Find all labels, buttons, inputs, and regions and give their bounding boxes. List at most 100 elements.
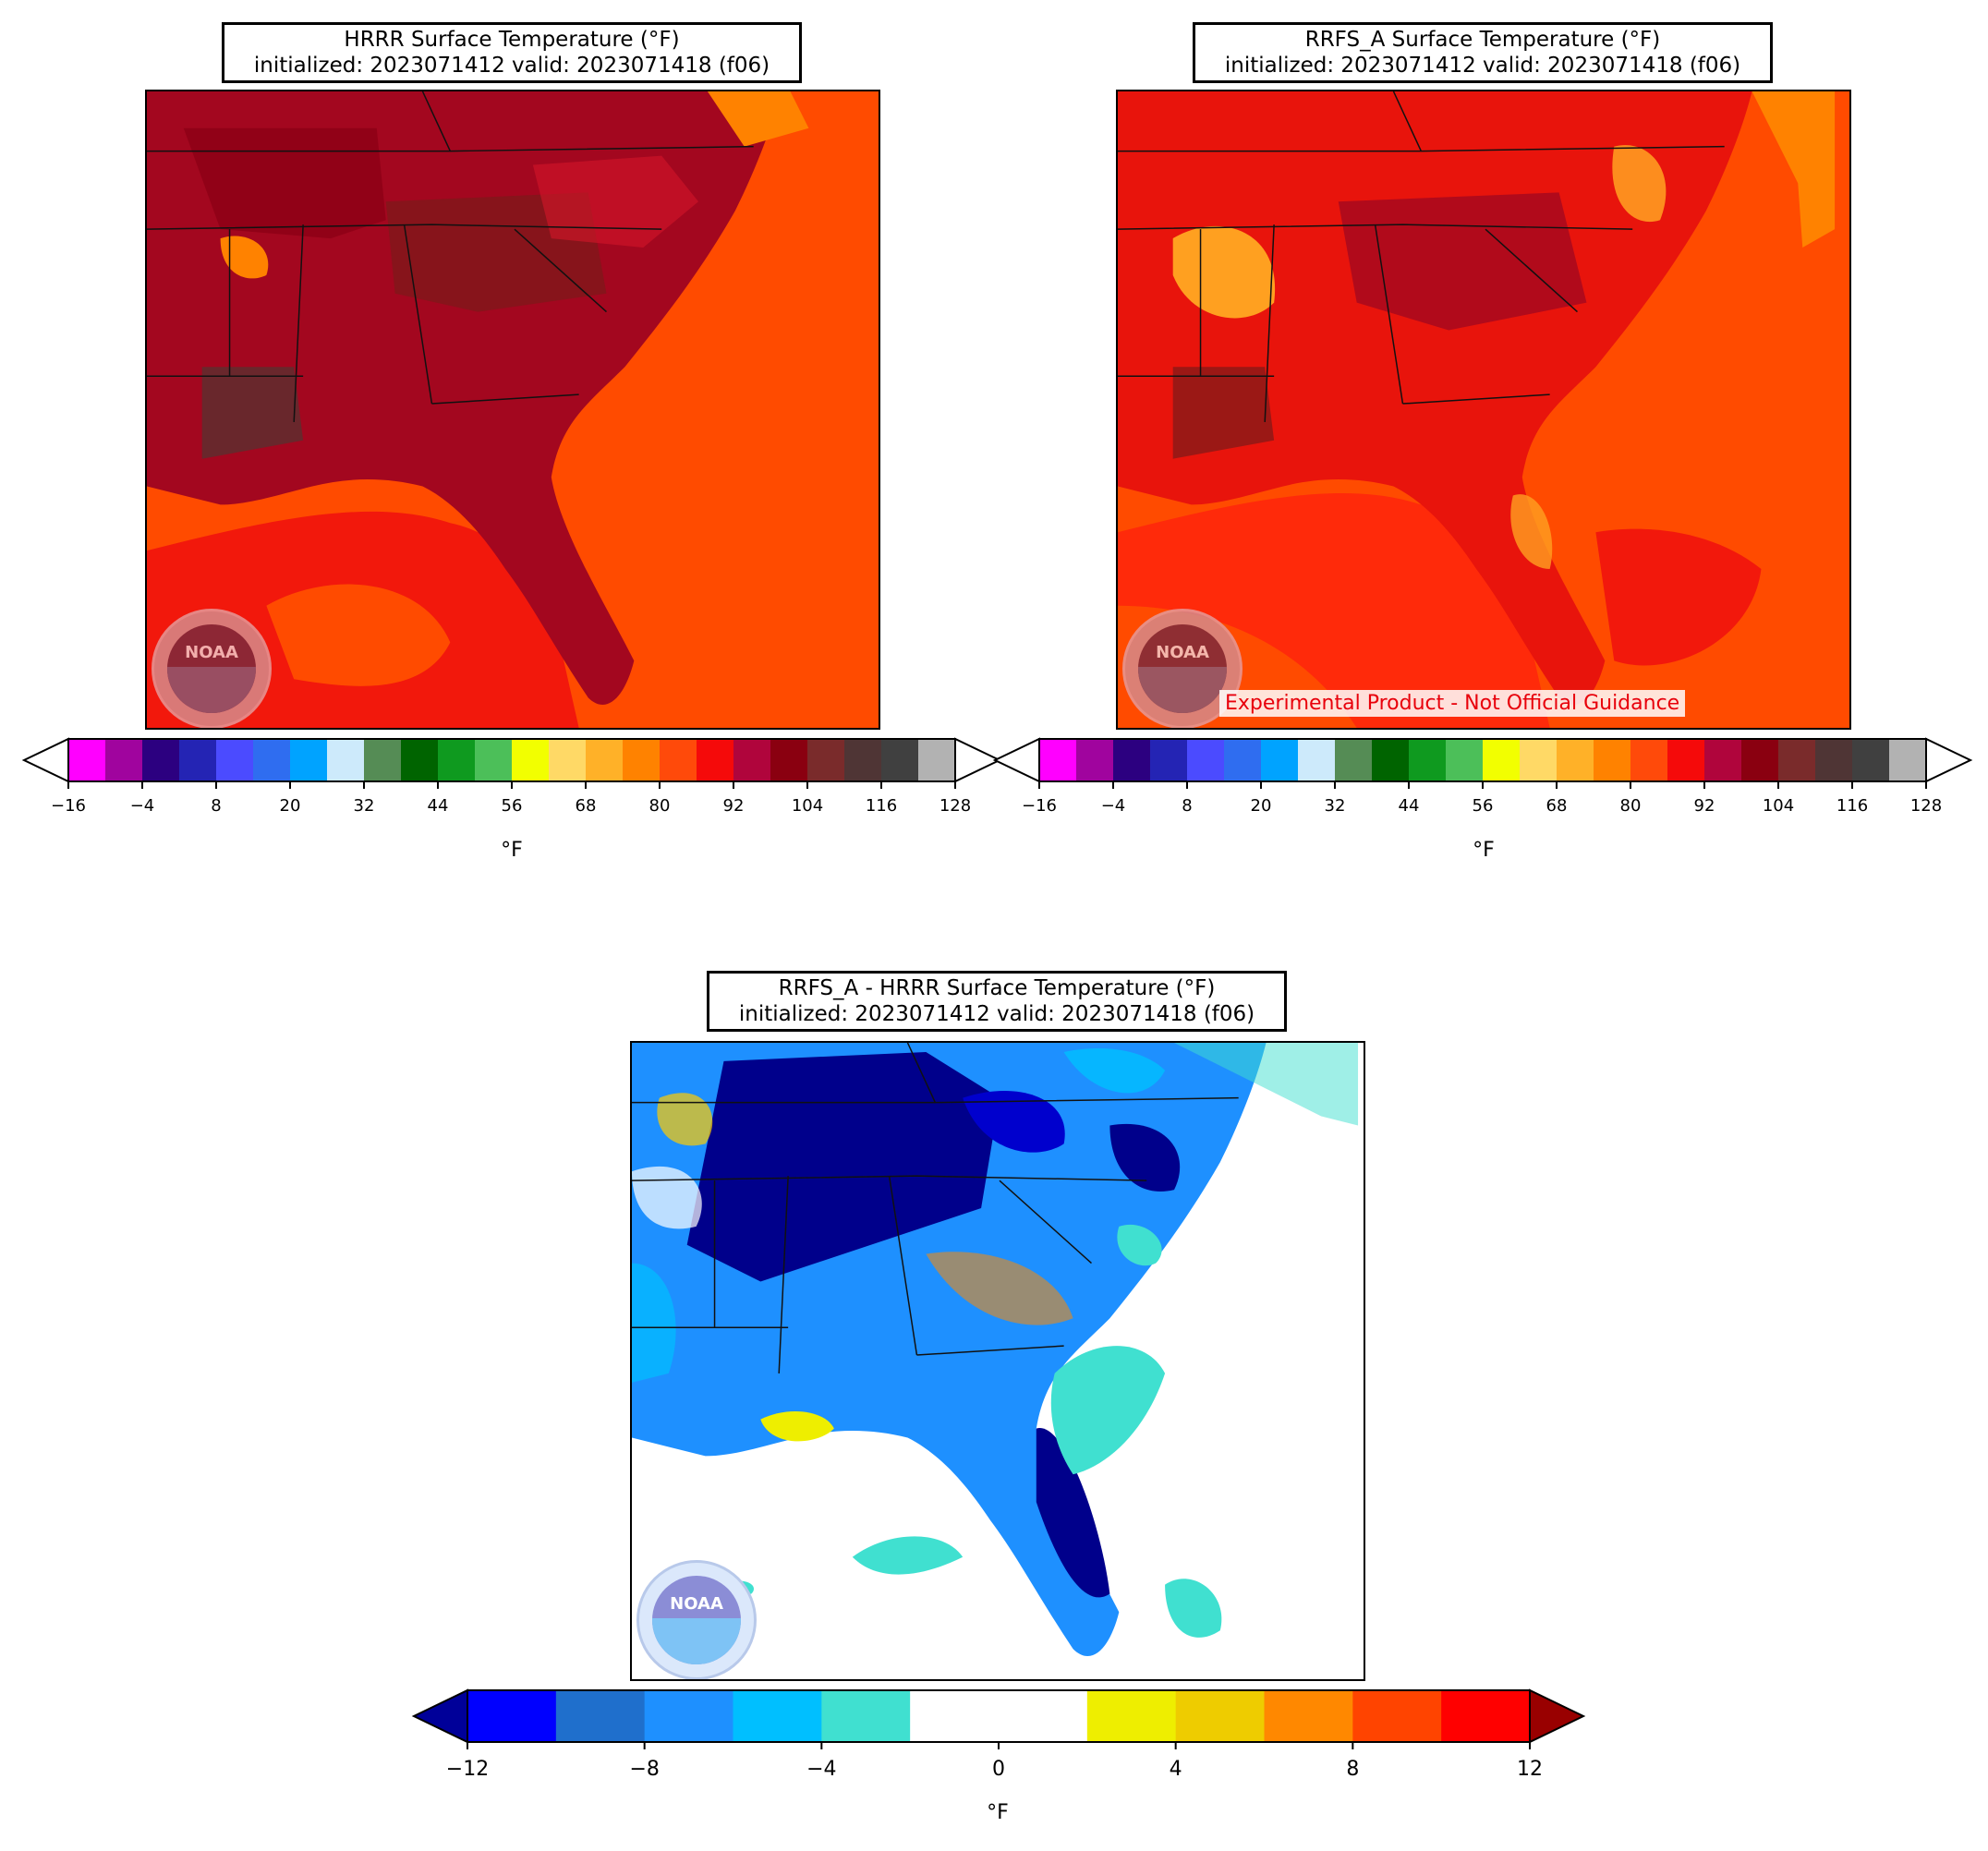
rrfs-colorbar-tick-label: 104: [1763, 796, 1794, 816]
rrfs-colorbar-swatch: [1594, 739, 1631, 781]
hrrr-colorbar-tick-label: 56: [502, 796, 523, 816]
rrfs-colorbar-swatch: [1446, 739, 1484, 781]
rrfs-colorbar-tick-label: 68: [1546, 796, 1568, 816]
rrfs-colorbar-swatch: [1741, 739, 1779, 781]
diff-colorbar-tick-label: 0: [992, 1758, 1005, 1781]
diff-colorbar-swatch: [467, 1690, 557, 1742]
rrfs-land: [1118, 91, 1752, 705]
hrrr-colorbar-swatch: [844, 739, 882, 781]
rrfs-colorbar-swatch: [1409, 739, 1447, 781]
hrrr-colorbar-tick-label: 8: [211, 796, 221, 816]
hrrr-colorbar-swatch: [807, 739, 845, 781]
hrrr-colorbar-swatch: [697, 739, 734, 781]
rrfs-colorbar-unit: °F: [1473, 839, 1495, 862]
diff-colorbar-swatch: [1441, 1690, 1531, 1742]
rrfs-colorbar-swatch: [1630, 739, 1668, 781]
rrfs-colorbar-swatch: [1483, 739, 1521, 781]
diff-colorbar-over-triangle: [1529, 1688, 1586, 1744]
hrrr-colorbar-swatch: [586, 739, 624, 781]
noaa-logo-text: NOAA: [1156, 643, 1209, 662]
rrfs-colorbar-tick-label: 128: [1910, 796, 1942, 816]
hrrr-title-line2: initialized: 2023071412 valid: 202307141…: [253, 54, 770, 78]
noaa-logo-text: NOAA: [185, 643, 238, 662]
hrrr-colorbar-swatch: [475, 739, 513, 781]
hrrr-colorbar-swatch: [438, 739, 476, 781]
diff-colorbar-swatch: [1352, 1690, 1442, 1742]
rrfs-colorbar-swatch: [1335, 739, 1373, 781]
diff-colorbar-unit: °F: [987, 1801, 1009, 1824]
hrrr-colorbar-unit: °F: [501, 839, 523, 862]
hrrr-colorbar-tick-label: −16: [51, 796, 86, 816]
hrrr-colorbar-swatch: [142, 739, 180, 781]
rrfs-colorbar-tick-label: 116: [1836, 796, 1868, 816]
rrfs-colorbar-tick-label: 92: [1694, 796, 1715, 816]
rrfs-colorbar-tick-label: 20: [1251, 796, 1272, 816]
hrrr-map: NOAA: [145, 90, 880, 730]
hrrr-colorbar-swatch: [327, 739, 365, 781]
hrrr-colorbar-swatch: [68, 739, 106, 781]
hrrr-colorbar-swatch: [733, 739, 771, 781]
diff-colorbar-tick-label: 8: [1346, 1758, 1359, 1781]
hrrr-title: HRRR Surface Temperature (°F) initialize…: [222, 22, 802, 83]
rrfs-colorbar-swatch: [1520, 739, 1558, 781]
hrrr-colorbar-tick-label: 44: [428, 796, 449, 816]
hrrr-colorbar-swatch: [364, 739, 402, 781]
diff-colorbar-tick-label: 4: [1170, 1758, 1182, 1781]
noaa-logo-icon: NOAA: [152, 609, 272, 728]
rrfs-colorbar-swatch: [1889, 739, 1927, 781]
diff-colorbar-swatch: [910, 1690, 1000, 1742]
diff-colorbar: −12 −8 −4 0 4 8 12: [411, 1687, 1587, 1807]
hrrr-colorbar-swatch: [660, 739, 697, 781]
diff-map: NOAA: [630, 1041, 1365, 1681]
rrfs-colorbar-tick-label: 44: [1399, 796, 1420, 816]
rrfs-colorbar-tick-label: 56: [1473, 796, 1494, 816]
diff-colorbar-swatch: [644, 1690, 733, 1742]
rrfs-colorbar-swatch: [1076, 739, 1114, 781]
rrfs-colorbar-swatch: [1704, 739, 1742, 781]
rrfs-title: RRFS_A Surface Temperature (°F) initiali…: [1193, 22, 1773, 83]
hrrr-colorbar-swatch: [290, 739, 328, 781]
rrfs-title-line1: RRFS_A Surface Temperature (°F): [1304, 28, 1661, 52]
rrfs-colorbar-swatch: [1372, 739, 1410, 781]
diff-title: RRFS_A - HRRR Surface Temperature (°F) i…: [707, 971, 1287, 1032]
diff-colorbar-tick-label: 12: [1517, 1758, 1543, 1781]
diff-colorbar-swatch: [821, 1690, 911, 1742]
hrrr-colorbar-swatch: [105, 739, 143, 781]
diff-title-line2: initialized: 2023071412 valid: 202307141…: [738, 1002, 1255, 1026]
noaa-logo-text: NOAA: [670, 1594, 723, 1614]
hrrr-colorbar-swatch: [881, 739, 919, 781]
noaa-logo-icon: NOAA: [1122, 609, 1242, 728]
hrrr-colorbar-tick-label: 92: [723, 796, 745, 816]
rrfs-colorbar-tick-label: −4: [1101, 796, 1126, 816]
rrfs-map: NOAA Experimental Product - Not Official…: [1116, 90, 1851, 730]
rrfs-colorbar-swatch: [1778, 739, 1816, 781]
hrrr-colorbar: −16 −4 8 20 32 44 56 68 80 92 104 116 128: [21, 735, 1003, 855]
diff-colorbar-swatch: [1264, 1690, 1353, 1742]
diff-colorbar-tick-label: −12: [446, 1758, 489, 1781]
rrfs-colorbar-tick-label: 32: [1325, 796, 1346, 816]
hrrr-colorbar-under-triangle: [21, 737, 69, 783]
rrfs-colorbar-swatch: [1815, 739, 1853, 781]
hrrr-colorbar-tick-label: 80: [649, 796, 671, 816]
hrrr-colorbar-swatch: [770, 739, 808, 781]
hrrr-colorbar-tick-label: 104: [792, 796, 823, 816]
noaa-logo-icon: NOAA: [636, 1560, 757, 1679]
rrfs-colorbar-tick-label: 80: [1620, 796, 1642, 816]
hrrr-colorbar-tick-label: 116: [866, 796, 897, 816]
diff-colorbar-under-triangle: [411, 1688, 468, 1744]
hrrr-colorbar-tick-label: 32: [354, 796, 375, 816]
rrfs-colorbar-over-triangle: [1925, 737, 1973, 783]
rrfs-colorbar-swatch: [1667, 739, 1705, 781]
diff-colorbar-swatch: [1175, 1690, 1265, 1742]
rrfs-colorbar-under-triangle: [992, 737, 1040, 783]
rrfs-colorbar-swatch: [1113, 739, 1151, 781]
hrrr-colorbar-swatch: [179, 739, 217, 781]
diff-title-line1: RRFS_A - HRRR Surface Temperature (°F): [778, 976, 1216, 1000]
hrrr-colorbar-tick-label: 128: [939, 796, 971, 816]
rrfs-colorbar-swatch: [1224, 739, 1262, 781]
diff-colorbar-swatch: [733, 1690, 822, 1742]
hrrr-colorbar-swatch: [216, 739, 254, 781]
rrfs-colorbar-swatch: [1852, 739, 1890, 781]
rrfs-colorbar-swatch: [1150, 739, 1188, 781]
rrfs-title-line2: initialized: 2023071412 valid: 202307141…: [1224, 54, 1741, 78]
